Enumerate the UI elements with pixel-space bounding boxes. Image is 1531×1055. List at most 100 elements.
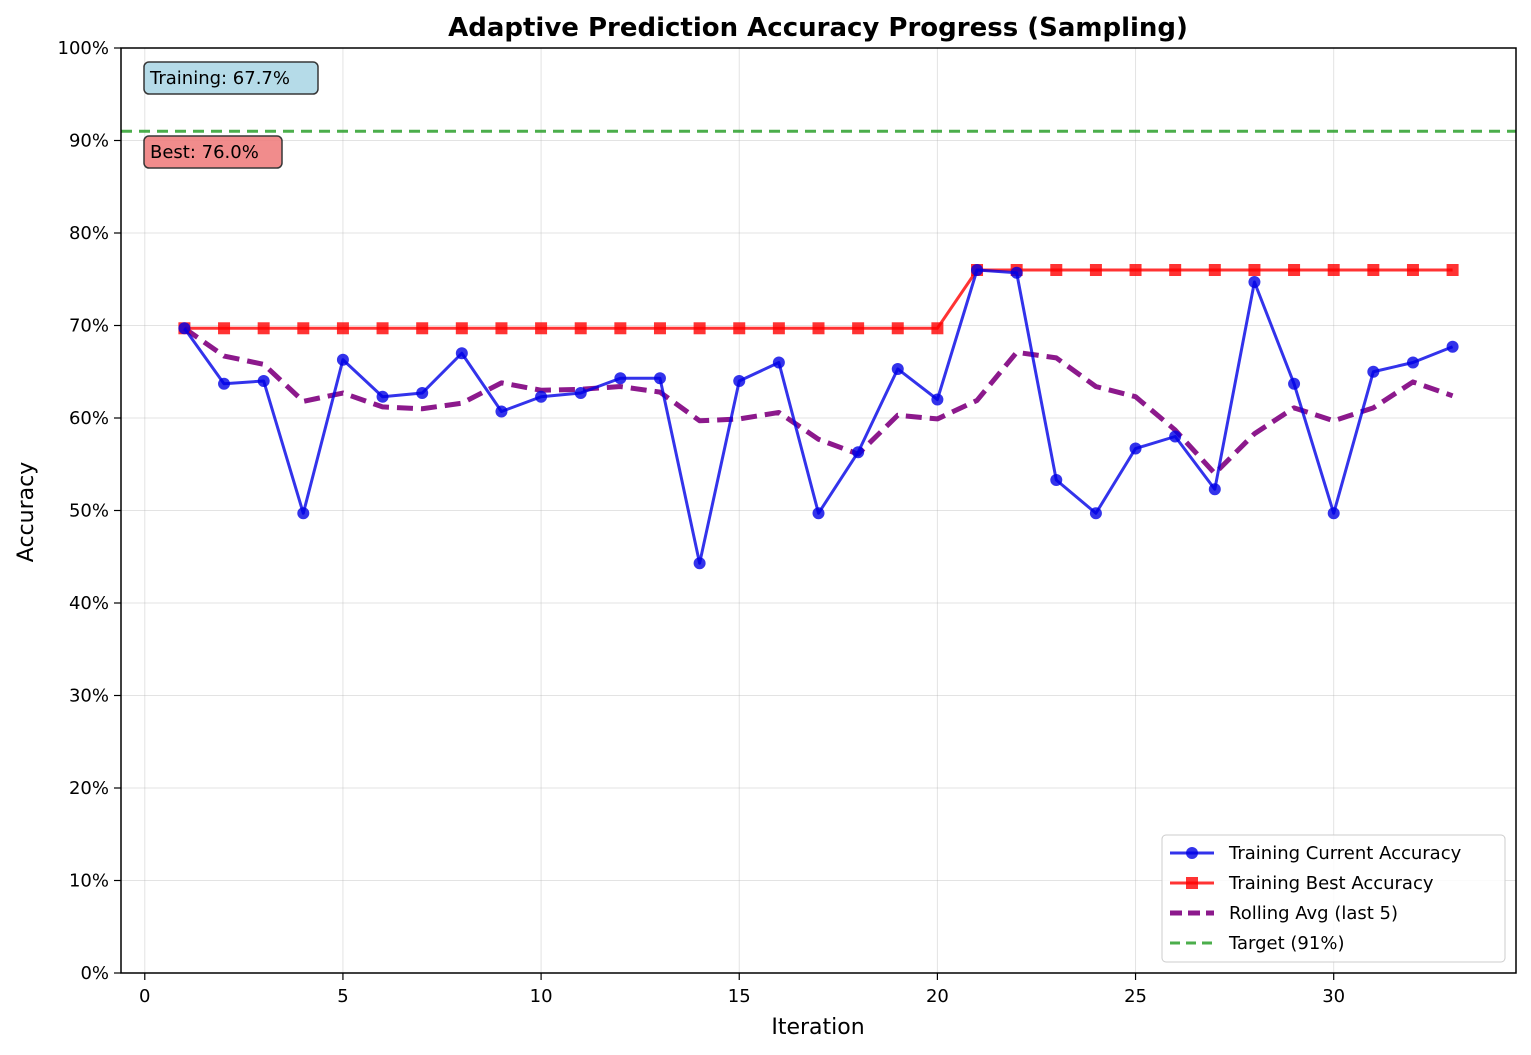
current-accuracy-point [336,353,349,366]
y-tick-label: 30% [69,686,109,707]
current-accuracy-point [733,375,746,387]
best-accuracy-point [1089,264,1102,276]
current-accuracy-point [1288,377,1301,390]
current-accuracy-annotation: Training: 67.7% [143,61,319,95]
best-accuracy-annotation: Best: 76.0% [143,135,283,169]
y-tick-label: 80% [69,223,109,244]
best-accuracy-point [1446,264,1459,276]
x-tick-label: 20 [926,986,949,1007]
best-accuracy-point [931,322,944,335]
best-accuracy-point [772,322,785,335]
legend-item-current: Training Current Accuracy [1170,843,1462,864]
rolling-avg-line [182,326,1454,476]
current-accuracy-point [257,375,270,387]
y-tick-label: 60% [69,408,109,429]
chart-title: Adaptive Prediction Accuracy Progress (S… [448,13,1188,43]
best-accuracy-point [1248,264,1261,276]
y-tick-label: 100% [58,38,109,59]
current-accuracy-point [297,507,310,520]
y-tick-label: 20% [69,778,109,799]
legend-label-best: Training Best Accuracy [1228,873,1434,894]
best-accuracy-point [455,322,468,335]
y-tick-label: 50% [69,501,109,522]
best-accuracy-point [495,322,508,335]
x-tick-label: 15 [728,986,751,1007]
current-accuracy-point [891,362,904,375]
current-accuracy-point [812,507,825,520]
best-accuracy-text: Best: 76.0% [150,142,259,163]
series-layer [121,129,1516,570]
legend: Training Current Accuracy Training Best … [1161,834,1506,963]
current-accuracy-point [1248,276,1261,289]
legend-item-target: Target (91%) [1170,933,1344,954]
x-axis-label: Iteration [771,1015,864,1040]
current-accuracy-text: Training: 67.7% [149,68,290,89]
current-accuracy-point [653,372,666,385]
current-accuracy-point [495,405,508,418]
best-accuracy-point [218,322,231,335]
y-axis-label: Accuracy [14,462,39,562]
legend-label-current: Training Current Accuracy [1228,843,1462,864]
best-accuracy-point [891,322,904,335]
best-accuracy-point [614,322,627,335]
x-tick-label: 25 [1124,986,1147,1007]
best-accuracy-point [1406,264,1419,276]
current-accuracy-point [218,377,231,390]
current-accuracy-point [971,264,984,276]
best-accuracy-point [852,322,865,335]
current-accuracy-point [1050,473,1063,486]
best-accuracy-point [733,322,746,335]
legend-label-target: Target (91%) [1228,933,1344,954]
y-tick-label: 0% [80,963,109,984]
best-accuracy-point [653,322,666,335]
current-accuracy-point [1169,430,1182,443]
y-tick-label: 70% [69,316,109,337]
legend-label-rolling: Rolling Avg (last 5) [1229,903,1398,924]
current-accuracy-point [1208,483,1221,496]
x-tick-label: 30 [1322,986,1345,1007]
best-accuracy-point [1169,264,1182,276]
current-accuracy-point [693,557,706,570]
best-accuracy-point [812,322,825,335]
current-accuracy-point [772,356,785,369]
legend-item-best: Training Best Accuracy [1170,873,1434,894]
current-accuracy-point [376,390,389,403]
best-accuracy-point [1367,264,1380,276]
current-accuracy-point [178,322,191,335]
x-axis-ticks: 0 5 10 15 20 25 30 [139,973,1345,1007]
best-accuracy-point [257,322,270,335]
current-accuracy-point [931,393,944,406]
best-accuracy-point [1288,264,1301,276]
best-accuracy-box [143,135,283,169]
best-accuracy-point [1129,264,1142,276]
x-tick-label: 5 [337,986,348,1007]
best-accuracy-point [297,322,310,335]
best-accuracy-point [535,322,548,335]
y-axis-ticks: 0% 10% 20% 30% 40% 50% 60% 70% 80% 90% 100% [58,38,121,984]
current-accuracy-point [1406,356,1419,369]
current-accuracy-point [535,390,548,403]
best-accuracy-point [574,322,587,335]
current-accuracy-point [455,347,468,360]
best-accuracy-point [1327,264,1340,276]
current-accuracy-point [1089,507,1102,520]
y-tick-label: 10% [69,871,109,892]
best-accuracy-point [1050,264,1063,276]
current-accuracy-point [1446,340,1459,353]
current-accuracy-point [1327,507,1340,520]
legend-box [1161,834,1506,963]
best-accuracy-point [416,322,429,335]
best-accuracy-point [376,322,389,335]
y-tick-label: 90% [69,131,109,152]
legend-item-rolling: Rolling Avg (last 5) [1170,903,1398,924]
best-accuracy-point [336,322,349,335]
current-accuracy-box [143,61,319,95]
best-accuracy-point [1208,264,1221,276]
x-tick-label: 10 [530,986,553,1007]
current-accuracy-point [1129,442,1142,455]
current-accuracy-point [1010,266,1023,279]
current-accuracy-point [614,372,627,385]
best-accuracy-point [693,322,706,335]
current-accuracy-point [574,387,587,400]
